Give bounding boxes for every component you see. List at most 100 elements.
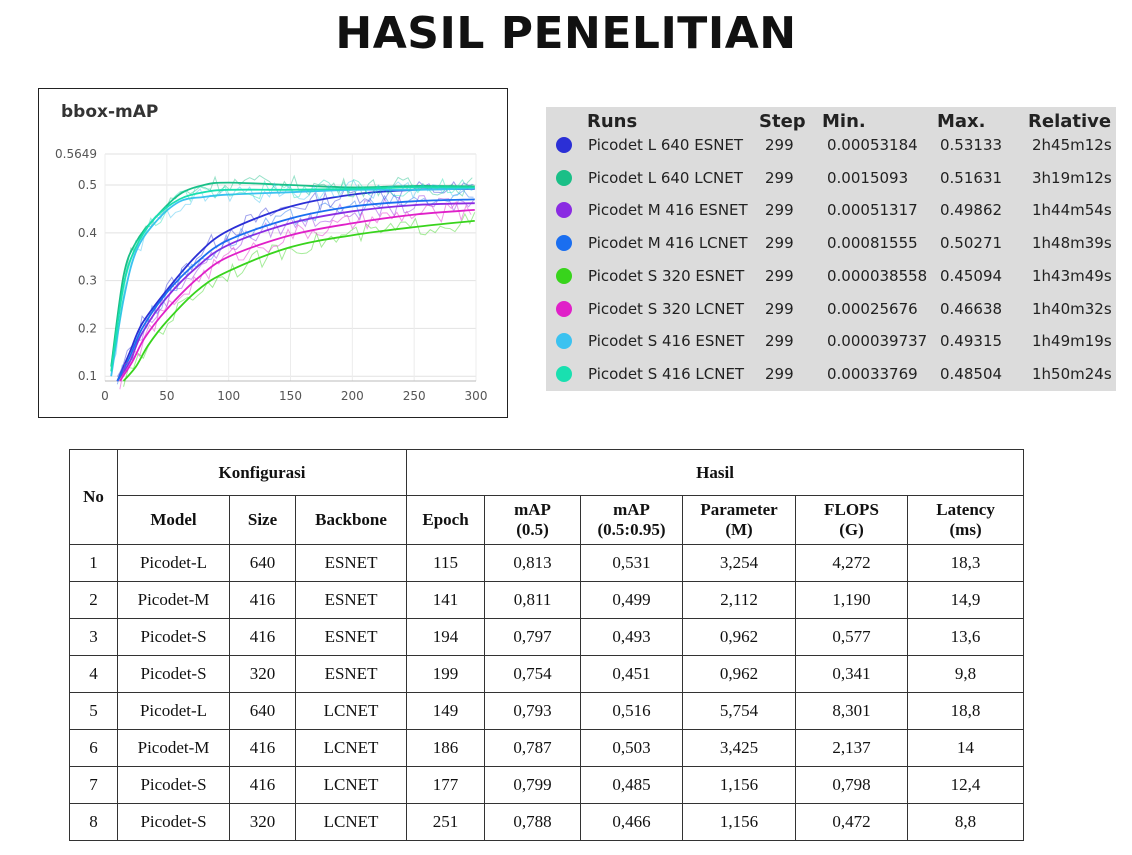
series-raw-line <box>116 181 474 377</box>
run-min: 0.00051317 <box>827 201 918 220</box>
table-cell: 0,793 <box>484 692 582 730</box>
table-cell: 1,156 <box>682 766 797 804</box>
table-cell: 194 <box>406 618 486 656</box>
run-row: Picodet S 416 ESNET 299 0.000039737 0.49315… <box>546 326 1116 356</box>
table-cell: 8,8 <box>907 803 1025 841</box>
run-max: 0.45094 <box>940 266 1003 285</box>
hasil-header: Hasil <box>406 449 1025 496</box>
relative-header: Relative <box>1028 111 1112 132</box>
runs-header: Runs <box>587 111 638 132</box>
table-cell: 12,4 <box>907 766 1025 804</box>
table-cell: Picodet-S <box>117 655 230 693</box>
table-row: 6 Picodet-M 416 LCNET 186 0,787 0,503 3,425 2,13… <box>69 729 1025 767</box>
table-cell: 14 <box>907 729 1025 767</box>
table-cell: 1 <box>69 544 118 582</box>
series-raw-line <box>123 212 476 387</box>
column-header: Epoch <box>406 495 486 545</box>
run-min: 0.00053184 <box>827 136 918 154</box>
run-relative: 2h45m12s <box>1032 136 1112 154</box>
run-row: Picodet M 416 ESNET 299 0.00051317 0.49862 1… <box>546 195 1116 225</box>
run-name: Picodet S 320 ESNET <box>588 266 745 285</box>
run-name: Picodet M 416 ESNET <box>588 201 748 220</box>
run-step: 299 <box>765 332 794 351</box>
run-row: Picodet L 640 ESNET 299 0.00053184 0.53133 2… <box>546 130 1116 160</box>
series-raw-line <box>119 200 472 390</box>
run-color-dot <box>556 300 572 317</box>
run-color-dot <box>556 365 572 382</box>
table-cell: 0,813 <box>484 544 582 582</box>
run-max: 0.53133 <box>940 136 1003 154</box>
table-cell: 18,3 <box>907 544 1025 582</box>
column-header: Latency (ms) <box>907 495 1025 545</box>
konfigurasi-header: Konfigurasi <box>116 449 408 496</box>
run-max: 0.46638 <box>940 299 1003 318</box>
run-name: Picodet L 640 LCNET <box>588 168 743 187</box>
series-raw-line <box>110 174 473 365</box>
table-cell: 199 <box>406 655 486 693</box>
table-cell: 0,472 <box>795 803 909 841</box>
x-tick-label: 200 <box>341 389 364 403</box>
column-header: Backbone <box>294 495 408 545</box>
run-color-dot <box>556 137 572 153</box>
run-step: 299 <box>765 201 794 220</box>
series-line <box>110 186 475 372</box>
table-row: 5 Picodet-L 640 LCNET 149 0,793 0,516 5,754 8,30… <box>69 692 1025 730</box>
table-cell: 0,516 <box>580 692 684 730</box>
run-name: Picodet S 320 LCNET <box>588 299 745 318</box>
series-raw-line <box>110 177 473 366</box>
run-name: Picodet M 416 LCNET <box>588 234 748 253</box>
table-cell: 2,112 <box>682 581 797 619</box>
series-raw-line <box>116 195 474 382</box>
run-step: 299 <box>765 136 794 154</box>
run-max: 0.49315 <box>940 332 1003 351</box>
table-cell: 251 <box>406 803 486 841</box>
run-row: Picodet S 416 LCNET 299 0.00033769 0.48504 1… <box>546 359 1116 389</box>
table-row: 3 Picodet-S 416 ESNET 194 0,797 0,493 0,962 0,57… <box>69 618 1025 656</box>
no-header: No <box>69 449 118 545</box>
run-step: 299 <box>765 266 794 285</box>
table-cell: 6 <box>69 729 118 767</box>
table-row: 7 Picodet-S 416 LCNET 177 0,799 0,485 1,156 0,79… <box>69 766 1025 804</box>
table-cell: 0,754 <box>484 655 582 693</box>
run-max: 0.51631 <box>940 168 1003 187</box>
table-cell: 0,493 <box>580 618 684 656</box>
table-cell: 320 <box>229 803 296 841</box>
run-min: 0.00081555 <box>827 234 918 253</box>
table-cell: 177 <box>406 766 486 804</box>
table-cell: 0,531 <box>580 544 684 582</box>
column-header: Model <box>117 495 230 545</box>
series-line <box>110 187 475 377</box>
run-min: 0.0015093 <box>827 168 909 187</box>
run-relative: 1h43m49s <box>1032 266 1112 285</box>
run-min: 0.000038558 <box>827 266 928 285</box>
run-color-dot <box>556 333 572 350</box>
table-cell: 14,9 <box>907 581 1025 619</box>
run-color-dot <box>556 235 572 252</box>
table-cell: 18,8 <box>907 692 1025 730</box>
run-relative: 1h44m54s <box>1032 201 1112 220</box>
run-step: 299 <box>765 364 794 383</box>
table-cell: Picodet-L <box>117 692 230 730</box>
table-cell: 2 <box>69 581 118 619</box>
table-cell: 4 <box>69 655 118 693</box>
table-cell: 9,8 <box>907 655 1025 693</box>
y-tick-label: 0.4 <box>78 226 97 240</box>
series-raw-line <box>116 189 474 385</box>
run-max: 0.49862 <box>940 201 1003 220</box>
table-cell: 0,451 <box>580 655 684 693</box>
table-cell: 1,156 <box>682 803 797 841</box>
table-cell: 0,503 <box>580 729 684 767</box>
bbox-map-chart: bbox-mAP 0.1 0.2 0.3 0.4 0.5 0.5649 0 50 100 150 20… <box>38 88 508 418</box>
x-tick-label: 250 <box>403 389 426 403</box>
table-cell: Picodet-S <box>117 618 230 656</box>
chart-canvas: bbox-mAP 0.1 0.2 0.3 0.4 0.5 0.5649 0 50 100 150 20… <box>55 102 487 403</box>
table-row: 2 Picodet-M 416 ESNET 141 0,811 0,499 2,112 1,19… <box>69 581 1025 619</box>
table-cell: 416 <box>229 618 296 656</box>
x-tick-label: 0 <box>101 389 109 403</box>
table-cell: 0,811 <box>484 581 582 619</box>
table-cell: 5 <box>69 692 118 730</box>
run-name: Picodet S 416 ESNET <box>588 332 745 351</box>
table-cell: ESNET <box>294 655 408 693</box>
y-tick-label: 0.5649 <box>55 147 97 161</box>
run-relative: 3h19m12s <box>1032 168 1112 187</box>
